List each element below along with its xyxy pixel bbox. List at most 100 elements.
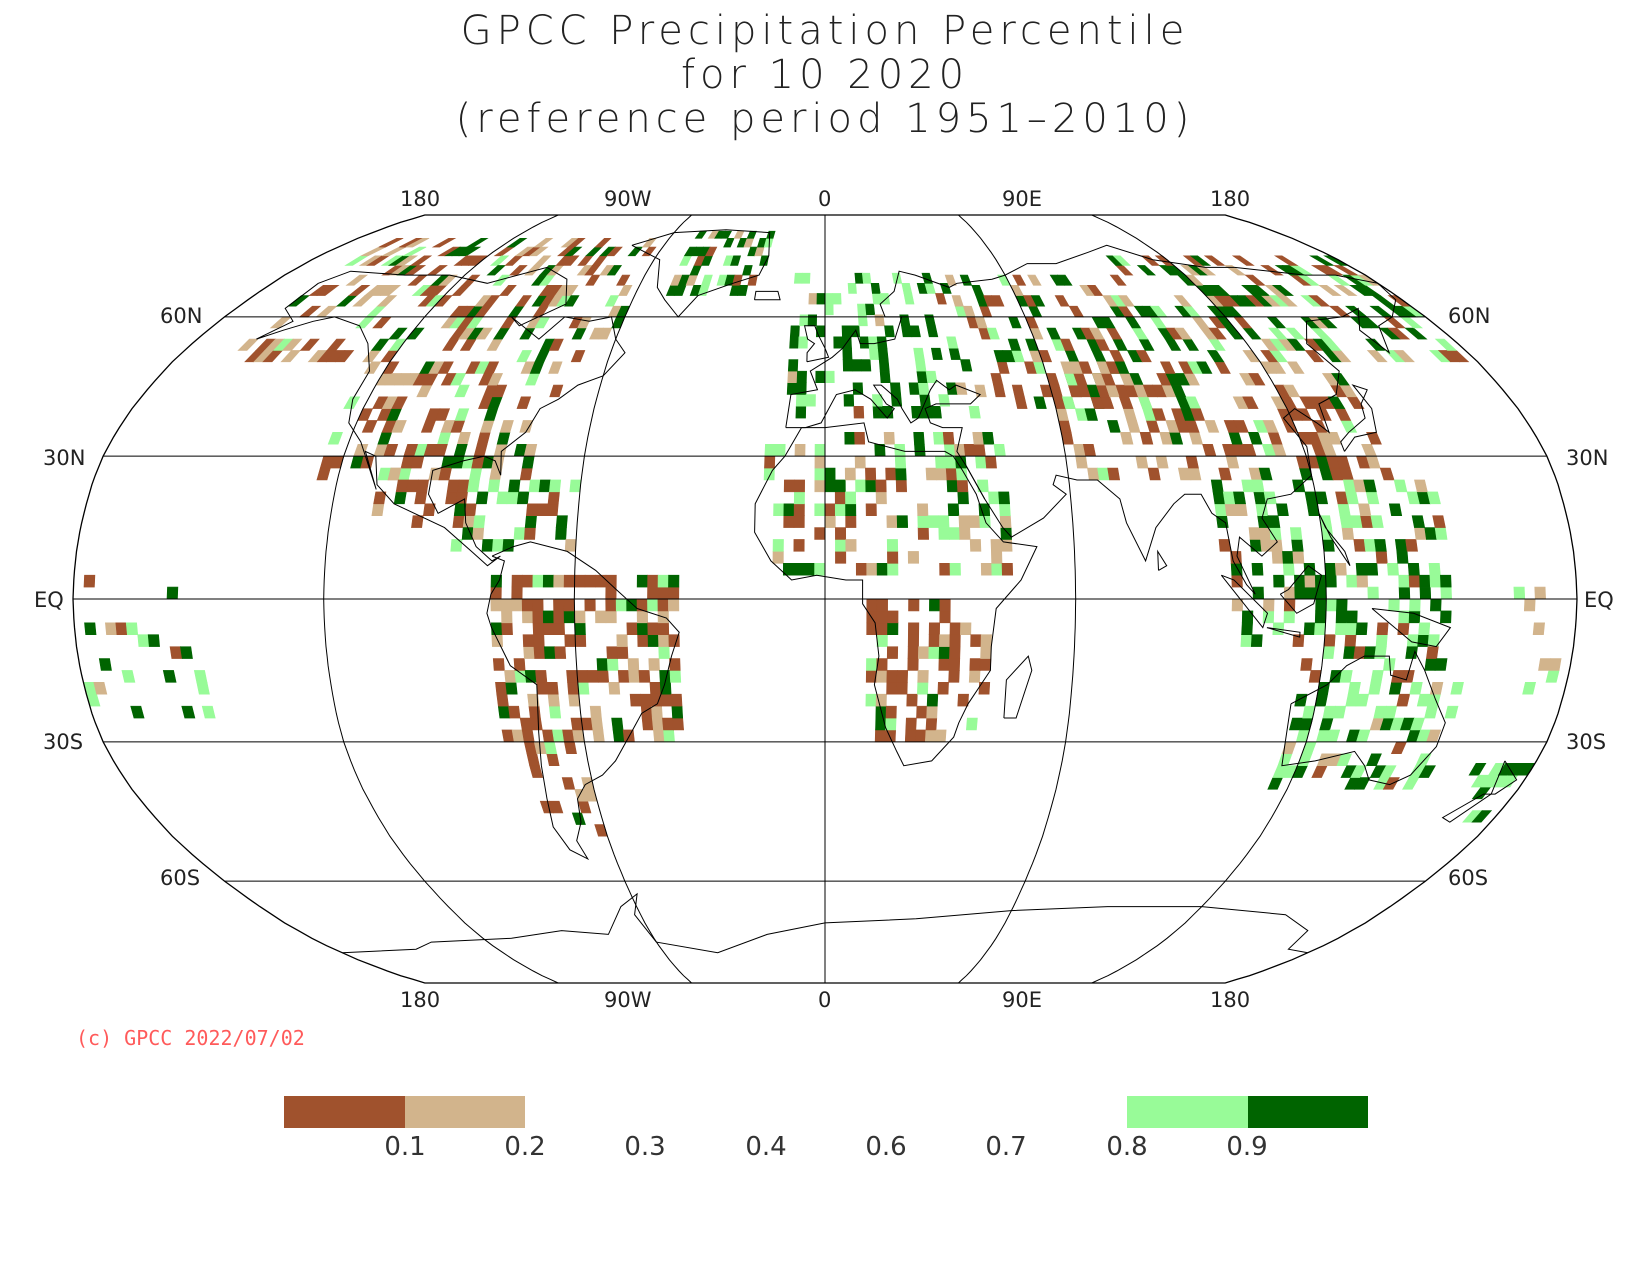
percentile-above-0-9-cell [534, 350, 550, 363]
coastline-segment [785, 244, 1397, 595]
percentile-0-1-to-0-2-cell [808, 293, 818, 305]
percentile-above-0-9-cell [521, 455, 535, 469]
percentile-above-0-9-cell [1273, 574, 1285, 588]
percentile-0-8-to-0-9-cell [832, 293, 842, 305]
percentile-below-0-1-cell [548, 338, 564, 351]
percentile-0-1-to-0-2-cell [959, 527, 971, 540]
percentile-above-0-9-cell [571, 812, 586, 825]
percentile-below-0-1-cell [885, 467, 897, 481]
percentile-0-1-to-0-2-cell [522, 610, 534, 624]
percentile-below-0-1-cell [372, 316, 392, 329]
percentile-0-1-to-0-2-cell [866, 562, 878, 576]
percentile-above-0-9-cell [843, 394, 855, 407]
percentile-0-8-to-0-9-cell [793, 272, 803, 284]
percentile-above-0-9-cell [1206, 350, 1225, 363]
percentile-above-0-9-cell [1276, 503, 1289, 516]
percentile-above-0-9-cell [1267, 515, 1281, 528]
percentile-below-0-1-cell [546, 503, 559, 516]
percentile-above-0-9-cell [1418, 765, 1436, 778]
percentile-below-0-1-cell [945, 467, 958, 481]
percentile-0-8-to-0-9-cell [491, 539, 504, 552]
percentile-below-0-1-cell [426, 265, 448, 276]
percentile-below-0-1-cell [1054, 295, 1070, 307]
percentile-above-0-9-cell [1336, 598, 1348, 612]
percentile-0-8-to-0-9-cell [847, 282, 857, 294]
percentile-above-0-9-cell [842, 347, 853, 360]
percentile-0-1-to-0-2-cell [1027, 274, 1042, 286]
percentile-0-1-to-0-2-cell [907, 551, 920, 564]
percentile-0-8-to-0-9-cell [647, 598, 659, 612]
percentile-below-0-1-cell [907, 634, 920, 647]
percentile-0-8-to-0-9-cell [467, 479, 480, 493]
percentile-above-0-9-cell [543, 646, 556, 659]
percentile-above-0-9-cell [1267, 777, 1284, 790]
precipitation-percentile-field [83, 230, 1562, 837]
percentile-0-1-to-0-2-cell [844, 467, 856, 481]
percentile-0-8-to-0-9-cell [937, 515, 950, 528]
percentile-above-0-9-cell [1249, 539, 1262, 552]
coastline-segment [1318, 513, 1351, 566]
percentile-0-8-to-0-9-cell [914, 359, 927, 372]
percentile-0-1-to-0-2-cell [733, 230, 745, 239]
percentile-below-0-1-cell [562, 729, 575, 743]
percentile-below-0-1-cell [886, 670, 898, 683]
percentile-below-0-1-cell [764, 455, 776, 469]
percentile-0-1-to-0-2-cell [772, 551, 784, 564]
percentile-0-8-to-0-9-cell [866, 658, 878, 671]
percentile-0-8-to-0-9-cell [1340, 420, 1358, 433]
percentile-0-1-to-0-2-cell [352, 295, 374, 307]
percentile-0-1-to-0-2-cell [1361, 443, 1377, 457]
percentile-below-0-1-cell [543, 622, 555, 636]
percentile-0-8-to-0-9-cell [798, 336, 808, 349]
percentile-above-0-9-cell [1471, 786, 1492, 800]
percentile-0-8-to-0-9-cell [1386, 562, 1399, 576]
percentile-0-1-to-0-2-cell [1242, 350, 1261, 363]
percentile-0-1-to-0-2-cell [475, 327, 493, 340]
percentile-below-0-1-cell [657, 586, 669, 600]
percentile-0-8-to-0-9-cell [913, 347, 925, 360]
percentile-below-0-1-cell [535, 670, 548, 683]
percentile-above-0-9-cell [130, 705, 145, 719]
percentile-0-1-to-0-2-cell [968, 670, 981, 683]
percentile-below-0-1-cell [907, 658, 919, 671]
percentile-above-0-9-cell [388, 327, 408, 340]
percentile-0-1-to-0-2-cell [969, 539, 982, 552]
percentile-above-0-9-cell [465, 237, 489, 248]
percentile-0-1-to-0-2-cell [926, 705, 938, 719]
percentile-below-0-1-cell [452, 515, 465, 528]
percentile-above-0-9-cell [1424, 527, 1438, 540]
percentile-0-8-to-0-9-cell [774, 443, 786, 457]
percentile-above-0-9-cell [889, 382, 902, 395]
percentile-0-1-to-0-2-cell [608, 682, 621, 695]
percentile-0-8-to-0-9-cell [1374, 646, 1387, 659]
percentile-0-1-to-0-2-cell [564, 539, 577, 552]
percentile-below-0-1-cell [563, 598, 575, 612]
percentile-below-0-1-cell [657, 622, 670, 636]
percentile-above-0-9-cell [841, 325, 852, 338]
percentile-below-0-1-cell [169, 646, 183, 659]
percentile-0-1-to-0-2-cell [1532, 622, 1545, 636]
percentile-above-0-9-cell [524, 515, 537, 528]
percentile-0-8-to-0-9-cell [886, 539, 899, 552]
colorbar-tick-0-4: 0.4 [745, 1132, 787, 1162]
lat-label-right-60n: 60N [1448, 304, 1491, 328]
percentile-below-0-1-cell [391, 396, 408, 409]
percentile-0-8-to-0-9-cell [764, 443, 776, 457]
percentile-0-8-to-0-9-cell [968, 405, 981, 419]
percentile-above-0-9-cell [1182, 338, 1200, 351]
coastline-segment [1003, 655, 1033, 719]
percentile-below-0-1-cell [476, 432, 491, 445]
percentile-0-1-to-0-2-cell [991, 551, 1003, 564]
percentile-below-0-1-cell [1218, 467, 1232, 481]
percentile-0-1-to-0-2-cell [980, 634, 992, 647]
percentile-0-1-to-0-2-cell [939, 634, 951, 647]
percentile-above-0-9-cell [957, 491, 969, 505]
percentile-above-0-9-cell [529, 361, 545, 374]
percentile-0-1-to-0-2-cell [479, 420, 495, 433]
percentile-below-0-1-cell [380, 350, 399, 363]
percentile-0-1-to-0-2-cell [533, 255, 552, 266]
percentile-0-8-to-0-9-cell [473, 515, 486, 528]
percentile-0-8-to-0-9-cell [679, 255, 692, 266]
percentile-0-8-to-0-9-cell [454, 384, 470, 398]
percentile-0-8-to-0-9-cell [1347, 682, 1361, 695]
